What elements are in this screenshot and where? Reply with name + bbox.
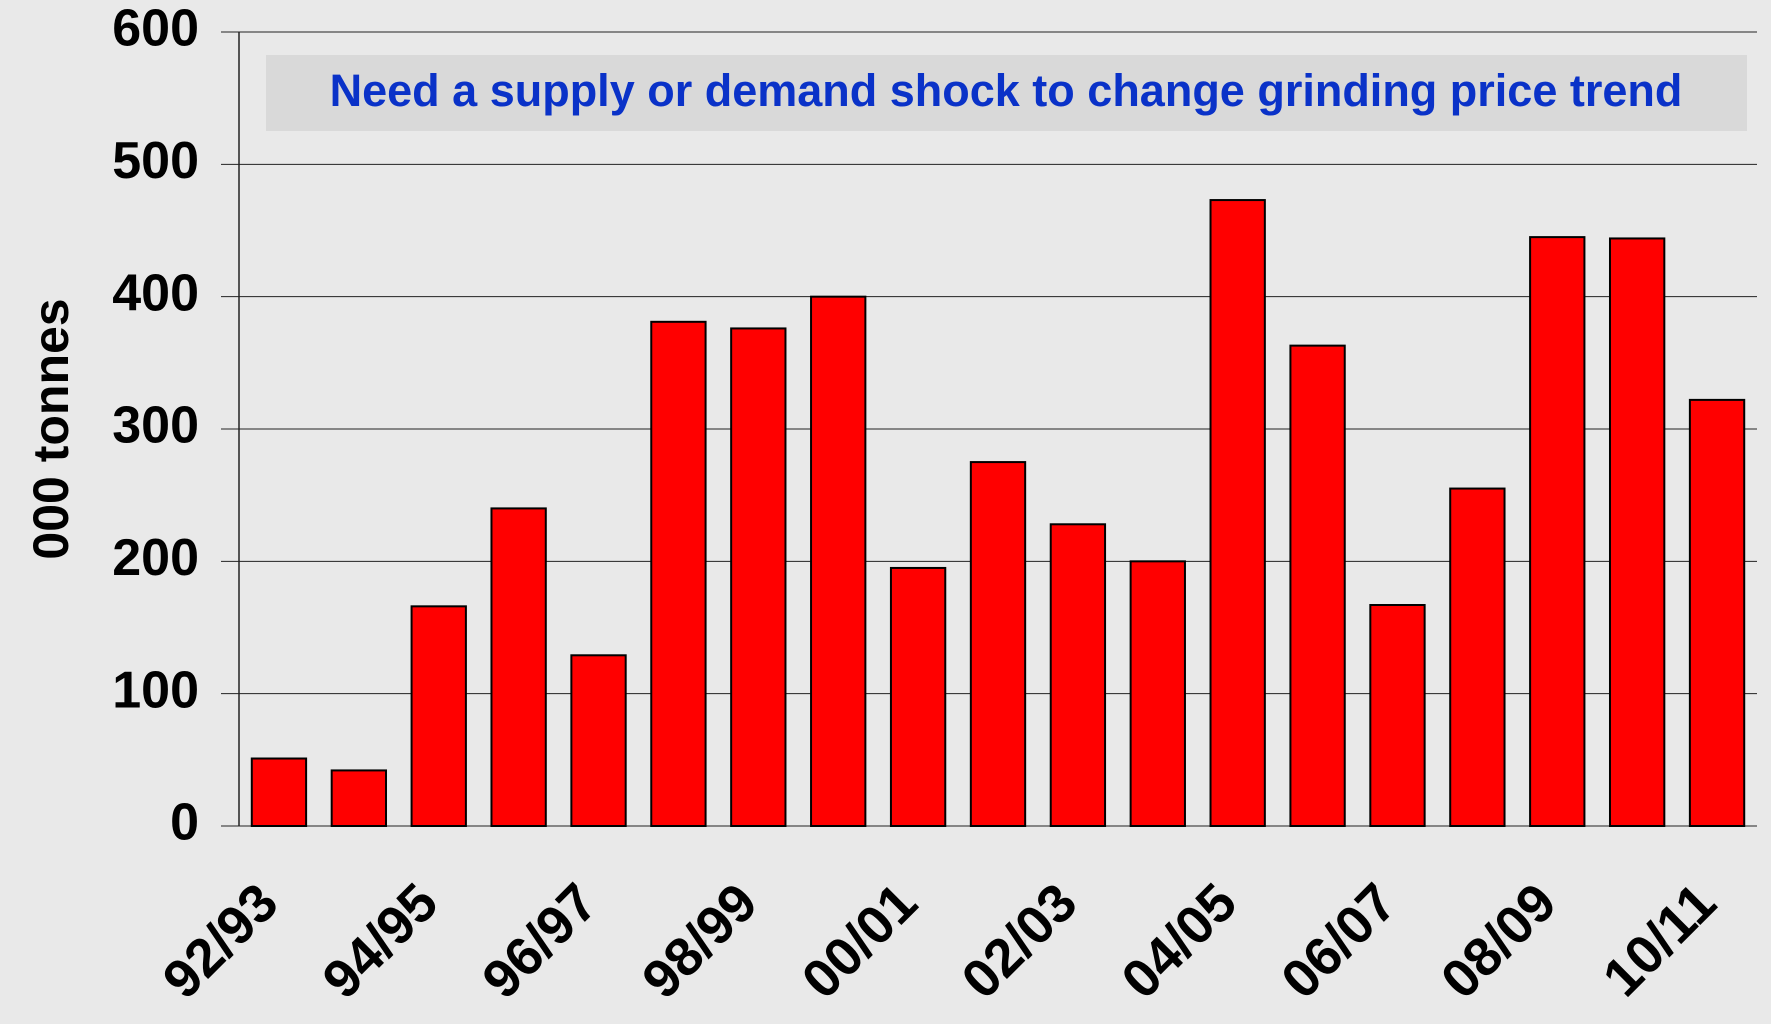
bar — [490, 507, 547, 827]
bar — [1608, 237, 1666, 827]
bar — [730, 327, 787, 827]
y-axis-label: 000 tonnes — [23, 298, 79, 559]
y-tick-label: 0 — [170, 794, 199, 852]
y-tick-label: 100 — [112, 661, 199, 719]
bar — [810, 295, 867, 827]
bar — [1529, 236, 1586, 828]
bar — [410, 605, 467, 827]
bar — [1289, 344, 1346, 827]
bar — [1209, 199, 1266, 827]
y-tick-label: 400 — [112, 264, 199, 322]
y-tick-label: 200 — [112, 529, 199, 587]
bar — [1129, 560, 1186, 827]
bar — [1688, 398, 1746, 827]
title-box — [266, 55, 1747, 131]
y-tick-label: 600 — [112, 0, 199, 58]
bar — [1049, 523, 1107, 828]
bar — [1369, 604, 1426, 828]
bar — [969, 461, 1027, 827]
chart-title: Need a supply or demand shock to change … — [330, 65, 1683, 116]
bar — [1449, 487, 1506, 827]
bar — [889, 566, 947, 827]
bar — [650, 320, 707, 827]
bar — [330, 769, 388, 827]
y-tick-label: 500 — [112, 132, 199, 190]
bar — [250, 757, 308, 828]
bar — [570, 654, 627, 827]
y-tick-label: 300 — [112, 397, 199, 455]
